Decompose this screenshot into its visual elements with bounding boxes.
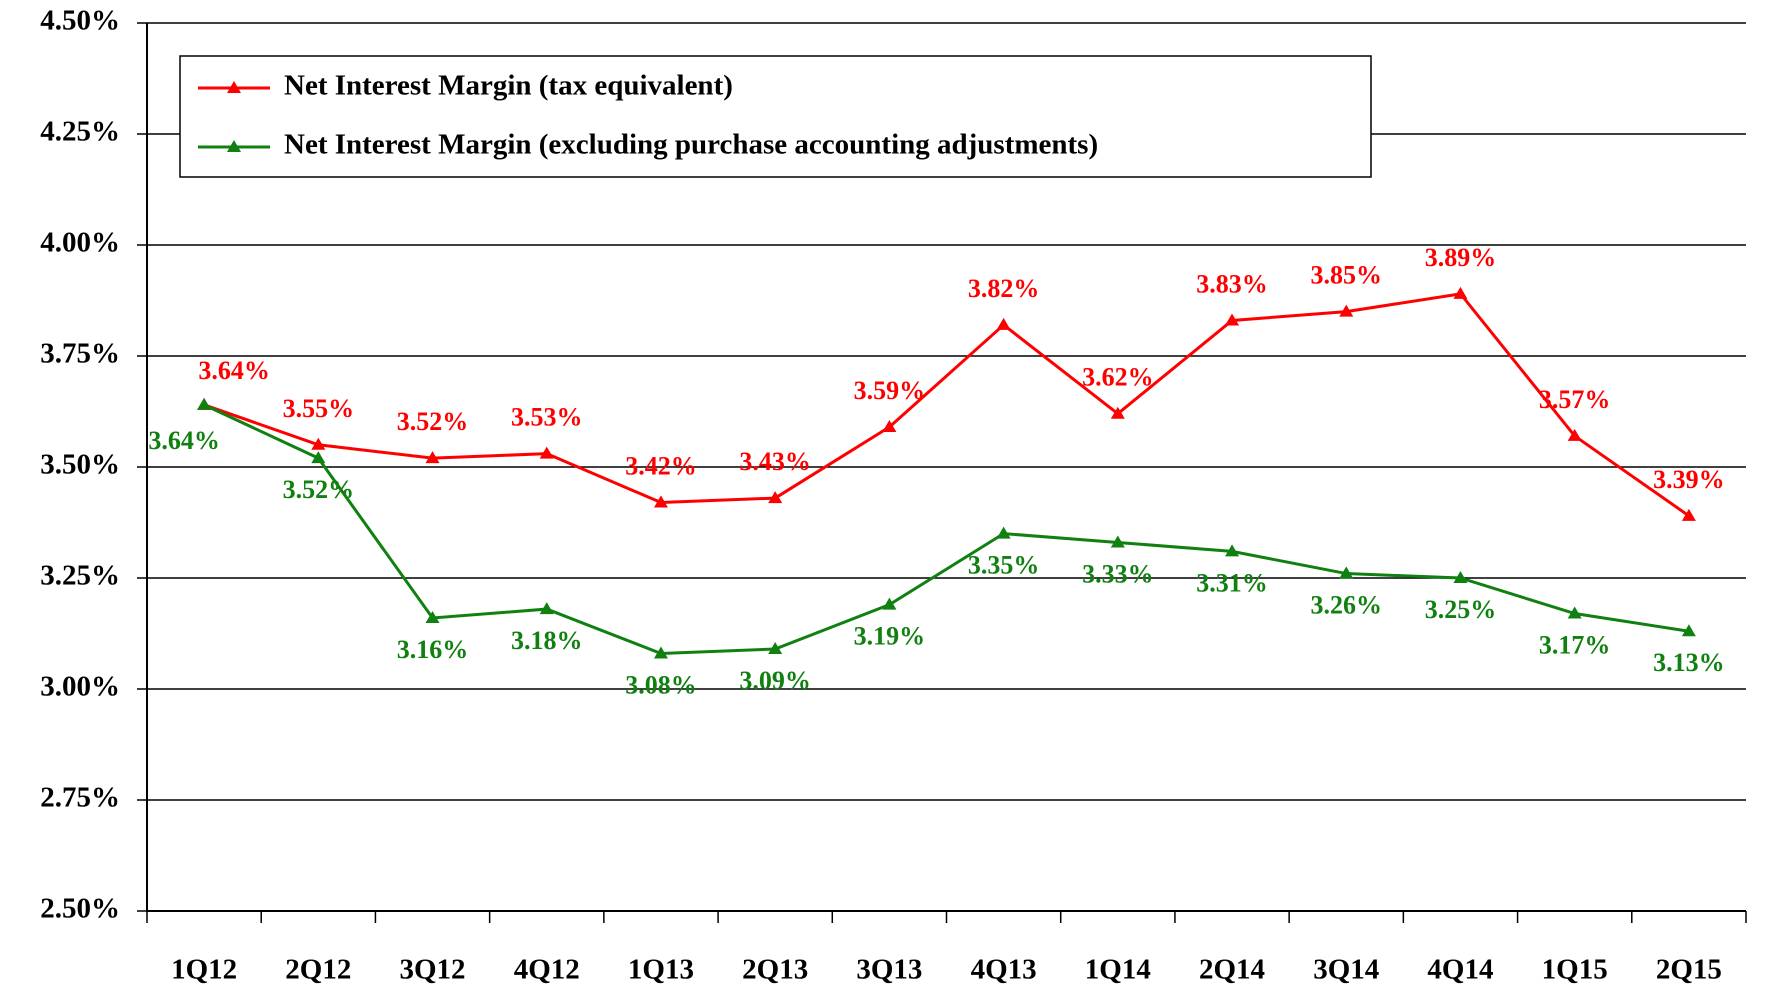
data-label: 3.52% [397, 407, 469, 436]
x-tick-label: 4Q14 [1427, 954, 1493, 986]
data-label: 3.83% [1196, 269, 1268, 298]
data-label: 3.64% [148, 426, 220, 455]
data-label: 3.33% [1082, 559, 1154, 588]
x-tick-label: 4Q13 [971, 954, 1037, 986]
x-tick-label: 3Q12 [400, 954, 466, 986]
data-label: 3.39% [1653, 465, 1725, 494]
data-label: 3.13% [1653, 648, 1725, 677]
data-label: 3.16% [397, 635, 469, 664]
y-tick-label: 4.25% [40, 116, 120, 148]
data-label: 3.26% [1311, 591, 1383, 620]
series-line [204, 294, 1689, 516]
x-tick-label: 1Q14 [1085, 954, 1151, 986]
data-label: 3.31% [1196, 568, 1268, 597]
chart: 2.50% 2.75% 3.00% 3.25% 3.50% 3.75% 4.00% 4.25%… [0, 0, 1768, 992]
data-label: 3.35% [968, 551, 1040, 580]
y-tick-label: 4.50% [40, 5, 120, 37]
x-tick-label: 1Q12 [171, 954, 237, 986]
data-label: 3.09% [739, 666, 811, 695]
data-label: 3.18% [511, 626, 583, 655]
y-tick-label: 3.00% [40, 671, 120, 703]
legend-label: Net Interest Margin (tax equivalent) [284, 70, 733, 102]
x-tick-label: 4Q12 [514, 954, 580, 986]
legend-label: Net Interest Margin (excluding purchase … [284, 129, 1098, 161]
y-tick-label: 3.25% [40, 560, 120, 592]
data-label: 3.43% [739, 447, 811, 476]
x-tick-label: 3Q13 [856, 954, 922, 986]
y-tick-label: 2.50% [40, 893, 120, 925]
data-label: 3.52% [283, 475, 355, 504]
marker [997, 318, 1011, 330]
x-tick-label: 1Q13 [628, 954, 694, 986]
data-label: 3.53% [511, 403, 583, 432]
data-label: 3.19% [854, 622, 926, 651]
x-tick-label: 2Q15 [1656, 954, 1722, 986]
y-tick-label: 4.00% [40, 227, 120, 259]
legend: Net Interest Margin (tax equivalent) Net … [180, 56, 1371, 177]
x-tick-label: 1Q15 [1542, 954, 1608, 986]
data-label: 3.25% [1425, 595, 1497, 624]
y-tick-label: 3.50% [40, 449, 120, 481]
data-label: 3.89% [1425, 243, 1497, 272]
data-label: 3.82% [968, 274, 1040, 303]
data-label: 3.62% [1082, 363, 1154, 392]
x-tick-label: 3Q14 [1313, 954, 1379, 986]
data-label: 3.42% [625, 451, 697, 480]
data-label: 3.55% [283, 394, 355, 423]
data-label: 3.17% [1539, 630, 1611, 659]
marker [882, 598, 896, 610]
x-tick-label: 2Q14 [1199, 954, 1265, 986]
data-label: 3.85% [1311, 261, 1383, 290]
y-tick-label: 3.75% [40, 338, 120, 370]
marker [1453, 287, 1467, 299]
x-tick-label: 2Q13 [742, 954, 808, 986]
y-tick-label: 2.75% [40, 782, 120, 814]
data-label: 3.57% [1539, 385, 1611, 414]
x-tick-label: 2Q12 [285, 954, 351, 986]
data-label: 3.59% [854, 376, 926, 405]
data-label: 3.08% [625, 670, 697, 699]
data-label: 3.64% [198, 356, 270, 385]
marker [197, 398, 211, 410]
